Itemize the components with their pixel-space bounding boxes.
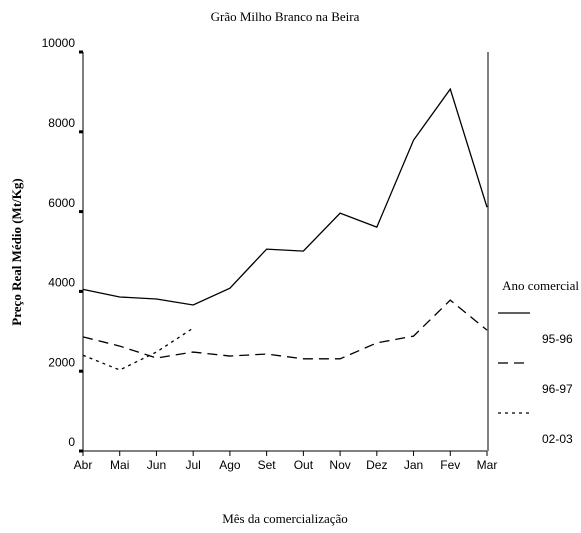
- y-tick-label: 4000: [48, 276, 75, 290]
- y-tick-label: 6000: [48, 196, 75, 210]
- x-tick-label: Mar: [477, 458, 498, 472]
- x-tick-label: Nov: [329, 458, 350, 472]
- x-tick-label: Jul: [186, 458, 201, 472]
- x-tick-label: Fev: [440, 458, 460, 472]
- x-tick-label: Jan: [404, 458, 423, 472]
- x-tick-label: Out: [294, 458, 314, 472]
- legend-title: Ano comercial: [502, 278, 579, 293]
- legend-label: 95-96: [542, 332, 573, 346]
- x-tick-label: Mai: [110, 458, 129, 472]
- y-tick-label: 0: [68, 435, 75, 449]
- line-series: [82, 299, 488, 360]
- legend-label: 96-97: [542, 382, 573, 396]
- x-axis-label: Mês da comercialização: [222, 511, 348, 526]
- x-tick-label: Jun: [147, 458, 166, 472]
- y-tick-label: 10000: [42, 36, 76, 50]
- x-tick-label: Ago: [219, 458, 241, 472]
- legend-label: 02-03: [542, 432, 573, 446]
- y-tick-label: 2000: [48, 355, 75, 369]
- line-series: [82, 87, 488, 306]
- line-series: [82, 327, 194, 371]
- chart-title: Grão Milho Branco na Beira: [211, 9, 360, 24]
- y-axis-label: Preço Real Médio (Mt/Kg): [9, 178, 24, 325]
- x-tick-label: Set: [258, 458, 277, 472]
- y-tick-label: 8000: [48, 116, 75, 130]
- x-tick-label: Abr: [74, 458, 93, 472]
- x-tick-label: Dez: [366, 458, 387, 472]
